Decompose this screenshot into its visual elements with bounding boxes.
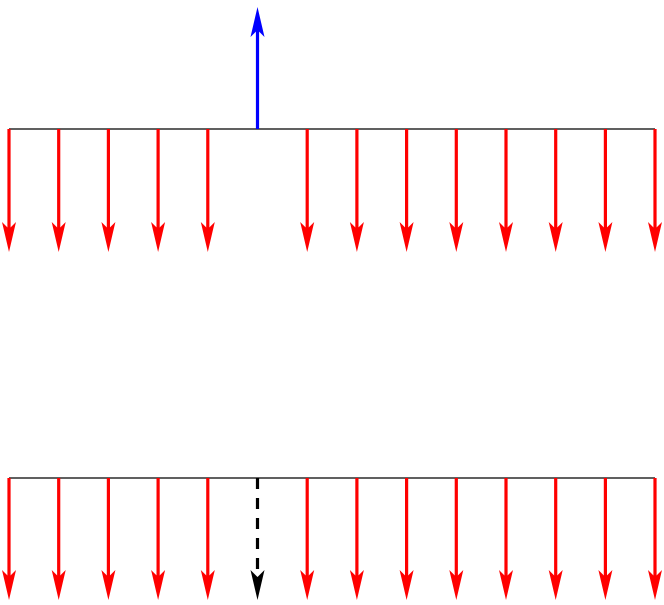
red-down-arrow xyxy=(101,129,116,252)
red-down-arrow xyxy=(548,478,563,600)
red-down-arrow xyxy=(499,478,513,600)
red-down-arrow xyxy=(2,129,16,252)
red-down-arrow xyxy=(598,478,613,600)
red-down-arrow xyxy=(449,129,464,252)
red-down-arrow xyxy=(499,129,513,252)
red-down-arrow xyxy=(548,129,563,252)
bottom-panel xyxy=(2,477,662,600)
red-down-arrow xyxy=(200,478,215,600)
red-down-arrow xyxy=(300,129,315,252)
red-down-arrow xyxy=(648,129,662,252)
red-down-arrow xyxy=(399,478,414,600)
red-down-arrow xyxy=(648,478,662,600)
black-dashed-down-arrow xyxy=(250,478,265,600)
red-down-arrow xyxy=(51,478,66,600)
red-down-arrow xyxy=(300,478,315,600)
red-down-arrow xyxy=(2,478,16,600)
red-down-arrow xyxy=(151,478,166,600)
red-down-arrow xyxy=(51,129,66,252)
red-down-arrow xyxy=(349,129,364,252)
red-down-arrow xyxy=(200,129,215,252)
red-down-arrow xyxy=(101,478,116,600)
red-down-arrow xyxy=(399,129,414,252)
red-down-arrow xyxy=(151,129,166,252)
red-down-arrow xyxy=(598,129,613,252)
top-panel xyxy=(2,7,662,252)
red-down-arrow xyxy=(449,478,464,600)
red-down-arrow xyxy=(349,478,364,600)
blue-up-arrow xyxy=(250,7,265,129)
